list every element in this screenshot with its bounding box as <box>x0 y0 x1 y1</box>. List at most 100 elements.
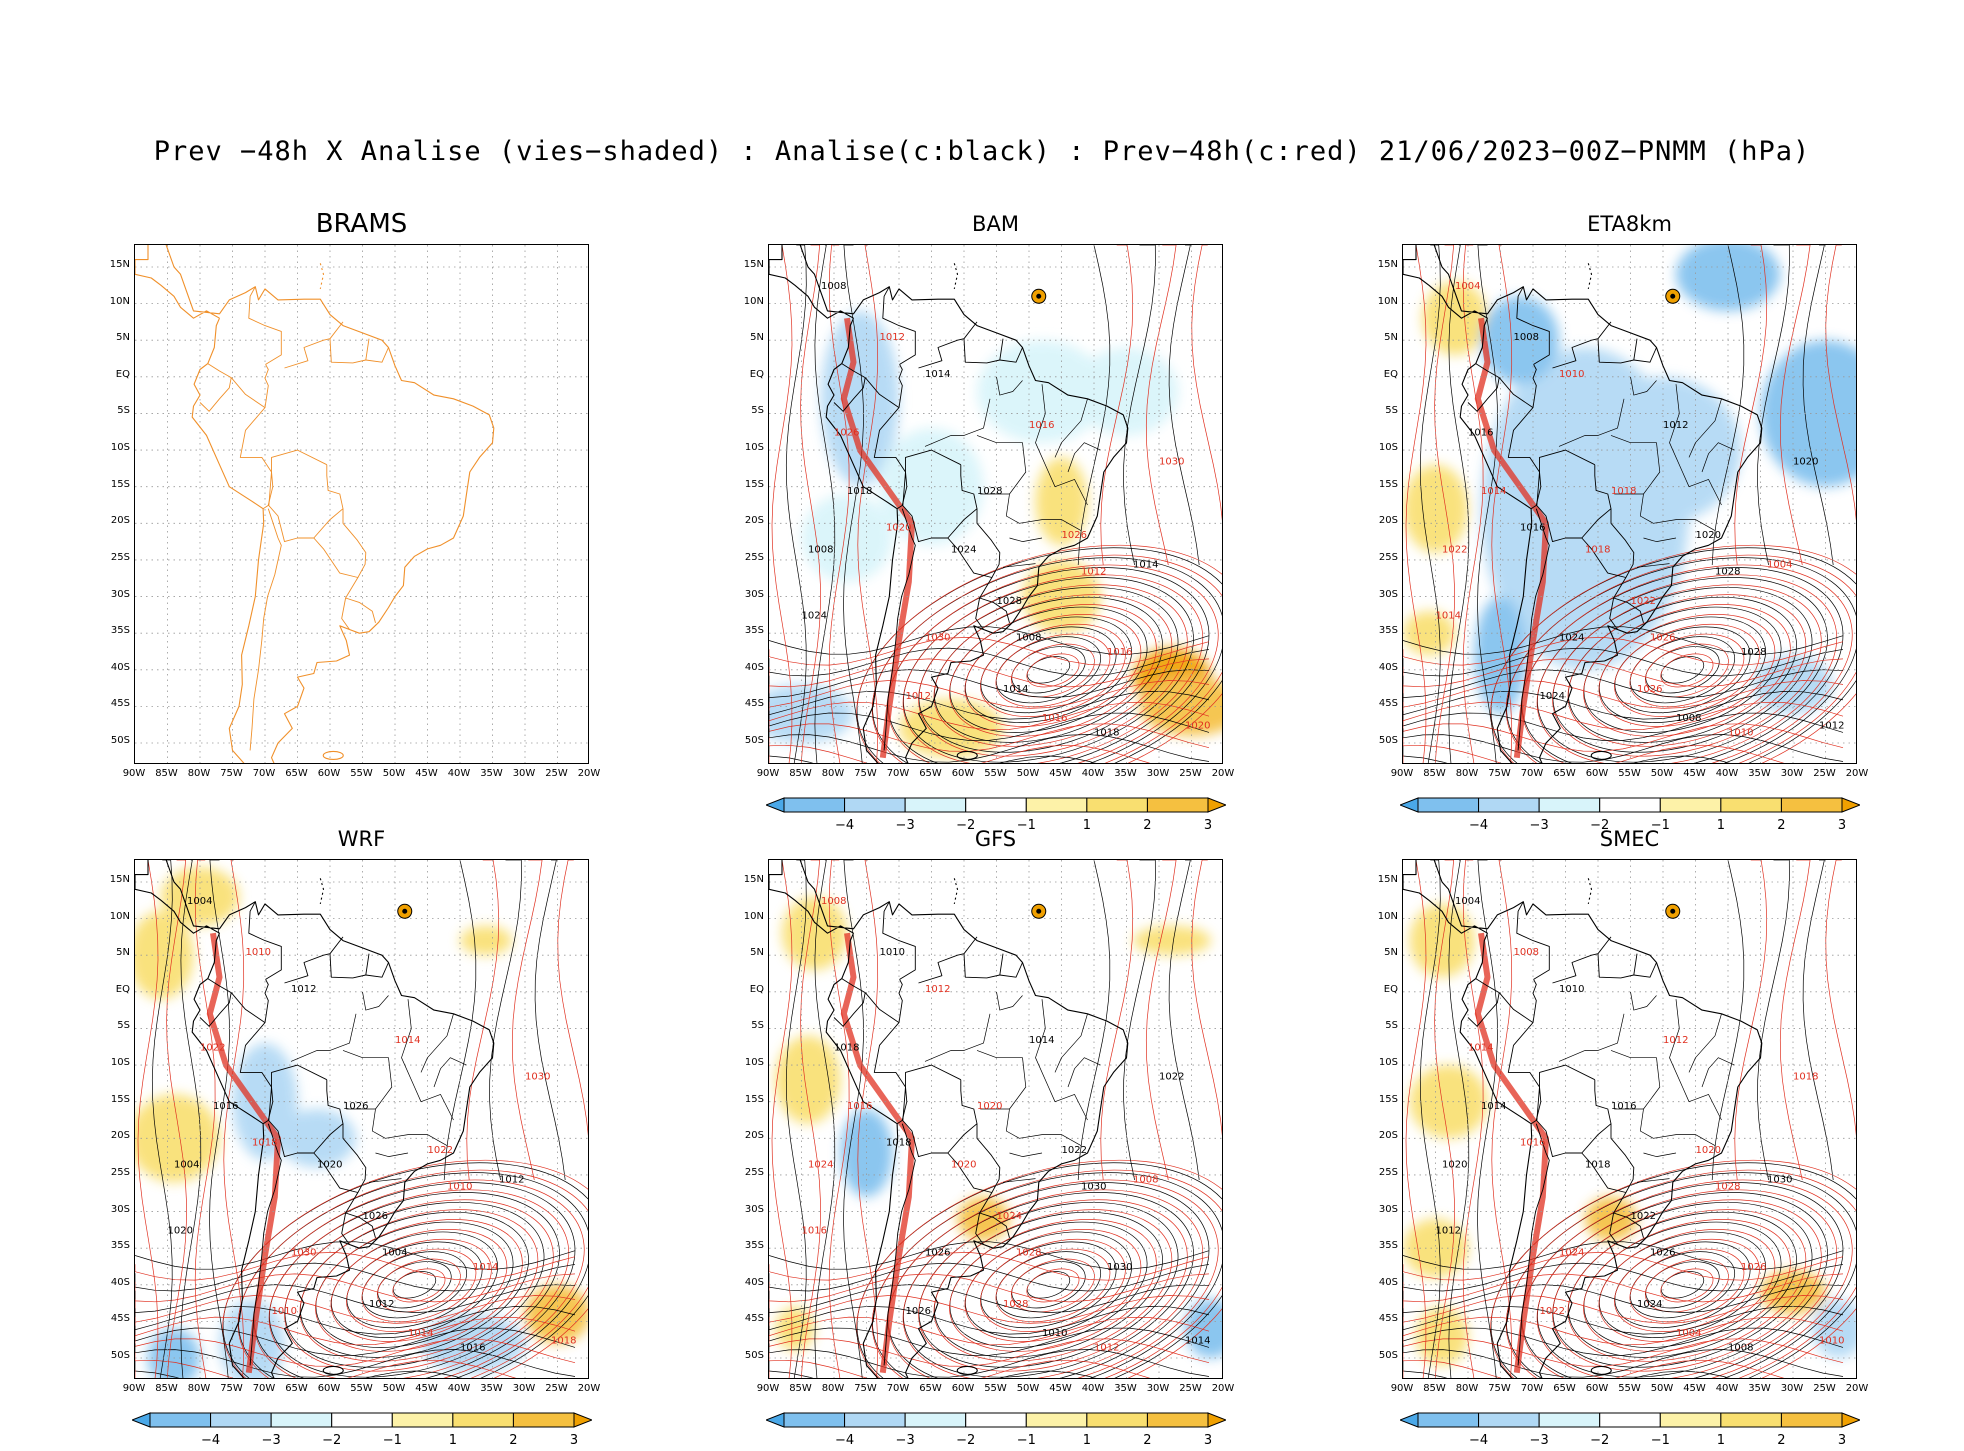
country-border <box>199 377 232 412</box>
isobar-label: 1024 <box>951 545 976 556</box>
southern-isobar <box>1403 701 1844 731</box>
pacific-isobar <box>1448 245 1470 763</box>
atlantic-isobar <box>1100 245 1134 566</box>
pacific-isobar <box>843 245 864 763</box>
analysis-isobar <box>1599 616 1766 723</box>
forecast-isobar <box>902 1189 1204 1378</box>
lat-tick-label: 10S <box>110 442 130 454</box>
lon-tick-label: 55W <box>984 768 1007 779</box>
analysis-isobar <box>1521 1182 1844 1378</box>
lat-tick-label: 5N <box>1384 947 1398 959</box>
atlantic-isobar <box>1802 245 1834 566</box>
lon-tick-label: 55W <box>350 768 373 779</box>
analysis-isobar <box>965 1231 1132 1338</box>
isobar-label: 1022 <box>1540 1306 1565 1317</box>
colorbar-label: 2 <box>1143 818 1151 832</box>
lat-tick-label: 30S <box>110 1203 130 1215</box>
lat-tick-label: 5S <box>117 1020 130 1032</box>
lon-tick-label: 70W <box>1520 1383 1544 1394</box>
bias-area <box>525 1284 588 1344</box>
country-border <box>329 953 370 979</box>
isobar-label: 1014 <box>1436 611 1461 622</box>
pacific-isobar <box>166 860 187 1378</box>
isobar-label: 1016 <box>1107 647 1132 658</box>
state-border <box>317 1013 357 1051</box>
analysis-isobar <box>856 547 1222 763</box>
state-border <box>1630 376 1657 396</box>
lat-tick-label: 40S <box>110 1276 130 1288</box>
southern-isobar <box>769 719 1210 752</box>
country-border <box>1532 979 1537 1023</box>
country-border <box>883 508 916 751</box>
state-border <box>1009 1152 1043 1157</box>
isobar-label: 1022 <box>1159 1072 1184 1083</box>
colorbar-swatch <box>783 1412 845 1428</box>
isobar-label: 1018 <box>847 486 872 497</box>
colorbar-label: −2 <box>1590 818 1609 832</box>
bias-area <box>1185 1299 1222 1359</box>
coastline-and-borders <box>135 860 495 1378</box>
colorbar-swatch <box>149 1412 211 1428</box>
forecast-isobar <box>1536 1189 1838 1378</box>
lat-tick-label: 50S <box>110 1350 130 1362</box>
isobar-label: 1026 <box>1650 1247 1675 1258</box>
lat-tick-label: 20S <box>744 515 764 527</box>
pacific-isobar <box>137 860 159 1378</box>
lat-tick-label: 10N <box>743 295 764 307</box>
pacific-isobar <box>857 245 879 763</box>
bias-area <box>769 684 854 744</box>
lon-tick-label: 65W <box>285 768 308 779</box>
lon-tick-label: 90W <box>756 768 780 779</box>
analysis-isobar <box>965 616 1132 723</box>
lat-tick-label: 30S <box>744 588 764 600</box>
isobar-label: 1004 <box>1455 281 1480 292</box>
forecast-isobar <box>949 1219 1157 1352</box>
lat-tick-label: 50S <box>1378 1350 1398 1362</box>
lon-tick-label: 45W <box>1049 768 1072 779</box>
southern-isobar <box>135 1334 576 1367</box>
forecast-isobar <box>377 1258 461 1313</box>
lat-tick-label: 10S <box>1378 442 1398 454</box>
state-border <box>1701 1057 1735 1088</box>
forecast-isobar <box>1567 594 1807 747</box>
country-border <box>1609 597 1644 630</box>
pacific-isobar <box>800 245 821 763</box>
analysis-isobar <box>331 1231 498 1338</box>
lat-tick-label: 30S <box>1378 1203 1398 1215</box>
analysis-isobar <box>253 1182 576 1378</box>
forecast-isobar <box>237 1169 588 1378</box>
isobar-label: 1026 <box>343 1101 368 1112</box>
isobar-label: 1018 <box>551 1335 576 1346</box>
country-border <box>264 364 269 408</box>
colorbar-label: −2 <box>956 818 975 832</box>
isobar-label: 1016 <box>1042 713 1067 724</box>
analysis-isobar <box>872 1172 1222 1378</box>
state-border <box>290 1050 318 1062</box>
atlantic-isobar <box>1191 245 1222 521</box>
state-border <box>1636 1178 1670 1183</box>
isobar-label: 1018 <box>1793 1072 1818 1083</box>
bias-shading <box>135 867 588 1378</box>
lat-lon-grid <box>1403 245 1856 763</box>
atlantic-isobar <box>1779 245 1811 566</box>
pacific-isobar <box>785 245 807 763</box>
bias-area <box>775 1035 841 1124</box>
state-border <box>1035 384 1088 506</box>
lat-tick-label: 10S <box>110 1057 130 1069</box>
country-border <box>341 1212 376 1245</box>
isobar-label: 1016 <box>802 1226 827 1237</box>
country-border <box>864 377 906 510</box>
pacific-isobar <box>1434 245 1455 763</box>
lon-tick-label: 30W <box>512 1383 536 1394</box>
atlantic-isobar <box>1757 245 1790 566</box>
analysis-isobar <box>1599 1231 1766 1338</box>
southern-isobar <box>769 710 1210 741</box>
isobar-label: 1012 <box>880 332 905 343</box>
lon-tick-label: 35W <box>1114 1383 1137 1394</box>
colorbar-swatch <box>904 1412 966 1428</box>
atlantic-isobar <box>1145 860 1177 1181</box>
lat-tick-label: 5S <box>751 1020 764 1032</box>
southern-isobar <box>135 1262 576 1292</box>
bias-area <box>1403 1218 1468 1278</box>
low-pressure-center <box>1031 288 1047 304</box>
